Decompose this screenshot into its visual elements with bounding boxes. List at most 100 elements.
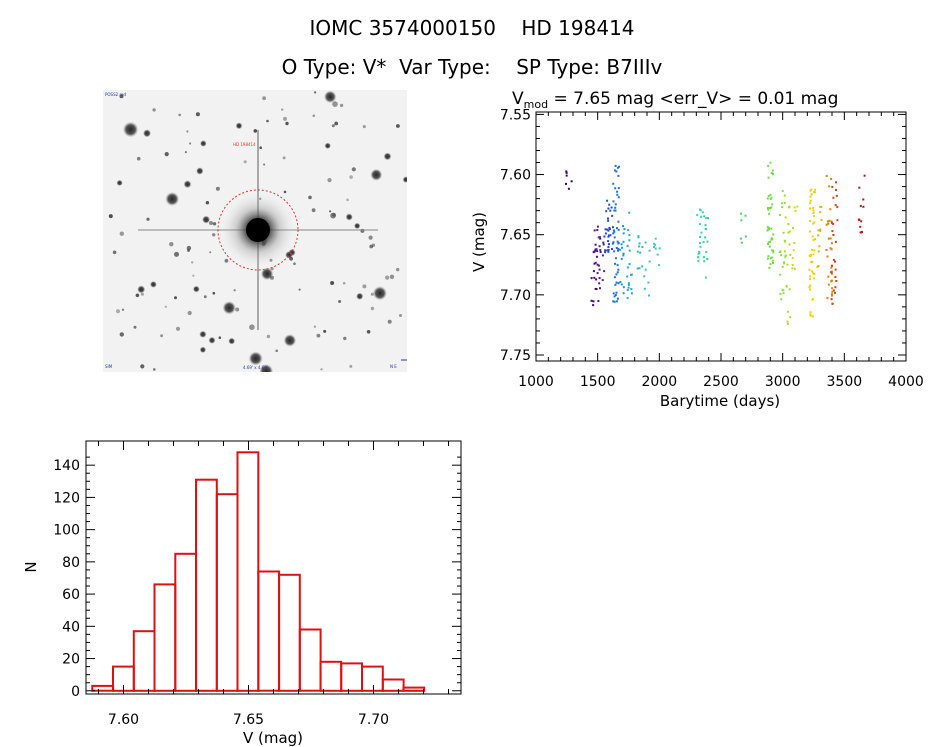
lc-point — [595, 255, 598, 258]
lc-point — [697, 259, 700, 262]
lc-point — [614, 169, 617, 172]
lc-point — [739, 237, 742, 240]
lc-point — [612, 182, 615, 185]
lc-point — [768, 227, 771, 229]
lc-point — [808, 268, 811, 271]
lc-point — [597, 236, 600, 239]
lc-point — [614, 262, 616, 265]
lc-point — [834, 204, 837, 207]
lc-point — [858, 186, 861, 189]
lc-point — [826, 297, 829, 300]
lc-point — [767, 176, 770, 179]
lc-point — [604, 249, 607, 252]
lc-point — [612, 226, 614, 229]
background-star — [370, 168, 383, 181]
lc-point — [598, 282, 601, 285]
lc-point — [592, 304, 595, 307]
lc-point — [788, 288, 791, 291]
lc-point — [860, 220, 863, 223]
lc-point — [592, 270, 595, 273]
background-star — [368, 235, 373, 240]
background-star — [164, 305, 167, 308]
lc-point — [862, 205, 865, 208]
lc-point — [658, 264, 661, 267]
lc-point — [620, 283, 623, 286]
background-star — [349, 364, 353, 368]
lc-point — [786, 310, 789, 313]
lc-point — [781, 190, 784, 193]
lc-point — [614, 203, 617, 206]
lc-point — [817, 250, 820, 253]
background-star — [323, 90, 337, 104]
lc-point — [767, 195, 770, 198]
background-star — [119, 332, 124, 337]
lc-point — [814, 238, 817, 241]
hist-bar — [319, 660, 343, 692]
lc-point — [636, 267, 639, 270]
background-star — [199, 330, 207, 338]
lc-point — [829, 237, 832, 240]
lc-point — [613, 236, 616, 239]
lc-ytick-label: 7.70 — [500, 288, 531, 304]
background-star — [263, 163, 266, 166]
lc-xtick-label: 1500 — [580, 374, 616, 390]
lc-point — [705, 228, 708, 231]
background-star — [116, 179, 123, 186]
lc-point — [620, 243, 623, 246]
lc-point — [599, 236, 601, 239]
lc-point — [638, 245, 640, 248]
lc-point — [612, 300, 615, 303]
background-star — [218, 336, 222, 339]
lc-point — [641, 265, 644, 268]
background-star — [346, 198, 349, 202]
hist-frame — [85, 440, 462, 695]
lc-point — [628, 239, 631, 242]
background-star — [165, 192, 180, 206]
lc-point — [623, 228, 626, 231]
hist-bar — [257, 570, 281, 692]
lc-point — [813, 221, 816, 224]
lc-point — [740, 219, 743, 222]
o-type-value: V* — [362, 55, 387, 79]
background-star — [372, 286, 387, 301]
background-star — [209, 221, 213, 225]
background-star — [343, 336, 347, 341]
lc-point — [771, 169, 774, 172]
lc-point — [826, 255, 829, 258]
background-star — [248, 351, 263, 366]
background-star — [314, 91, 317, 94]
background-star — [332, 101, 338, 107]
background-star — [243, 160, 247, 164]
lc-point — [788, 230, 791, 233]
lc-point — [565, 170, 568, 173]
hist-bar — [278, 573, 301, 692]
lc-point — [811, 315, 814, 318]
background-star — [184, 151, 187, 154]
hist-bar — [236, 451, 260, 692]
lc-point — [834, 291, 836, 294]
lc-point — [861, 230, 863, 233]
lc-point — [767, 255, 770, 258]
hist-ytick-label: 120 — [53, 490, 80, 506]
lc-point — [827, 275, 830, 278]
lc-point — [772, 262, 774, 264]
background-star — [233, 289, 236, 292]
lc-point — [593, 250, 596, 253]
background-star — [396, 124, 400, 128]
hist-bar — [132, 630, 156, 692]
lc-point — [700, 215, 703, 218]
lc-point — [654, 247, 657, 250]
lc-point — [565, 171, 568, 174]
lc-point — [835, 280, 838, 282]
lc-point — [766, 257, 769, 260]
lc-point — [809, 199, 812, 202]
lc-point — [809, 202, 812, 205]
background-star — [152, 108, 156, 112]
lc-point — [812, 253, 815, 256]
background-star — [187, 310, 192, 316]
lc-point — [787, 206, 790, 209]
lc-point — [700, 231, 703, 234]
lc-point — [628, 234, 631, 237]
background-star — [136, 156, 141, 161]
